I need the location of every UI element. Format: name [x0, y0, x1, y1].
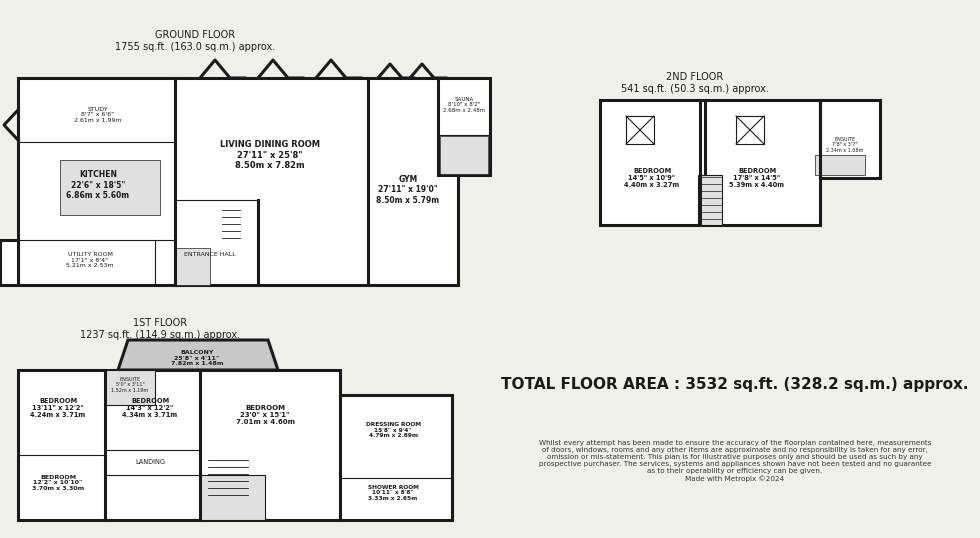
Text: ENSUITE
5'0" x 3'11"
1.52m x 1.19m: ENSUITE 5'0" x 3'11" 1.52m x 1.19m: [112, 377, 149, 393]
Bar: [736, 116, 764, 144]
Bar: [626, 116, 654, 144]
Text: BEDROOM
12'2" x 10'10"
3.70m x 3.30m: BEDROOM 12'2" x 10'10" 3.70m x 3.30m: [32, 475, 84, 491]
Polygon shape: [118, 340, 278, 370]
Text: BEDROOM
23'0" x 15'1"
7.01m x 4.60m: BEDROOM 23'0" x 15'1" 7.01m x 4.60m: [235, 405, 295, 425]
Text: BEDROOM
17'8" x 14'5"
5.39m x 4.40m: BEDROOM 17'8" x 14'5" 5.39m x 4.40m: [729, 168, 785, 188]
Bar: [815, 155, 865, 175]
Text: GYM
27'11" x 19'0"
8.50m x 5.79m: GYM 27'11" x 19'0" 8.50m x 5.79m: [376, 175, 440, 205]
Bar: [600, 100, 705, 225]
Bar: [200, 475, 265, 520]
Bar: [705, 100, 820, 225]
Bar: [820, 100, 880, 178]
Text: ENSUITE
7'8" x 3'7"
2.34m x 1.08m: ENSUITE 7'8" x 3'7" 2.34m x 1.08m: [826, 137, 863, 153]
Polygon shape: [18, 78, 458, 285]
Text: BEDROOM
14'5" x 10'9"
4.40m x 3.27m: BEDROOM 14'5" x 10'9" 4.40m x 3.27m: [624, 168, 679, 188]
Polygon shape: [0, 240, 18, 285]
Text: LANDING: LANDING: [135, 459, 165, 465]
Bar: [440, 136, 488, 174]
Text: GROUND FLOOR
1755 sq.ft. (163.0 sq.m.) approx.: GROUND FLOOR 1755 sq.ft. (163.0 sq.m.) a…: [115, 30, 275, 52]
Text: BEDROOM
13'11" x 12'2"
4.24m x 3.71m: BEDROOM 13'11" x 12'2" 4.24m x 3.71m: [30, 398, 85, 418]
Text: ENTRANCE HALL: ENTRANCE HALL: [184, 252, 236, 258]
Text: UTILITY ROOM
17'1" x 8'4"
5.21m x 2.53m: UTILITY ROOM 17'1" x 8'4" 5.21m x 2.53m: [67, 252, 114, 268]
Bar: [60, 160, 160, 215]
Bar: [175, 248, 210, 285]
Text: TOTAL FLOOR AREA : 3532 sq.ft. (328.2 sq.m.) approx.: TOTAL FLOOR AREA : 3532 sq.ft. (328.2 sq…: [501, 378, 969, 393]
Text: BEDROOM
14'3" x 12'2"
4.34m x 3.71m: BEDROOM 14'3" x 12'2" 4.34m x 3.71m: [122, 398, 177, 418]
Bar: [698, 175, 722, 225]
Text: LIVING DINING ROOM
27'11" x 25'8"
8.50m x 7.82m: LIVING DINING ROOM 27'11" x 25'8" 8.50m …: [220, 140, 320, 170]
Polygon shape: [438, 78, 490, 175]
Bar: [340, 395, 452, 520]
Bar: [105, 370, 155, 405]
Text: SAUNA
8'10" x 8'2"
2.68m x 2.48m: SAUNA 8'10" x 8'2" 2.68m x 2.48m: [443, 97, 485, 114]
Polygon shape: [18, 370, 340, 520]
Text: 1ST FLOOR
1237 sq.ft. (114.9 sq.m.) approx.: 1ST FLOOR 1237 sq.ft. (114.9 sq.m.) appr…: [80, 318, 240, 339]
Text: STUDY
8'7" x 6'6"
2.61m x 1.99m: STUDY 8'7" x 6'6" 2.61m x 1.99m: [74, 107, 122, 123]
Text: DRESSING ROOM
15'8" x 9'4"
4.79m x 2.69m: DRESSING ROOM 15'8" x 9'4" 4.79m x 2.69m: [366, 422, 420, 438]
Text: SHOWER ROOM
10'11" x 8'8"
3.33m x 2.65m: SHOWER ROOM 10'11" x 8'8" 3.33m x 2.65m: [368, 485, 418, 501]
Text: BALCONY
25'8" x 4'11"
7.82m x 1.48m: BALCONY 25'8" x 4'11" 7.82m x 1.48m: [171, 350, 223, 366]
Text: KITCHEN
22'6" x 18'5"
6.86m x 5.60m: KITCHEN 22'6" x 18'5" 6.86m x 5.60m: [67, 170, 129, 200]
Text: Whilst every attempt has been made to ensure the accuracy of the floorplan conta: Whilst every attempt has been made to en…: [539, 440, 931, 482]
Text: 2ND FLOOR
541 sq.ft. (50.3 sq.m.) approx.: 2ND FLOOR 541 sq.ft. (50.3 sq.m.) approx…: [621, 72, 769, 94]
